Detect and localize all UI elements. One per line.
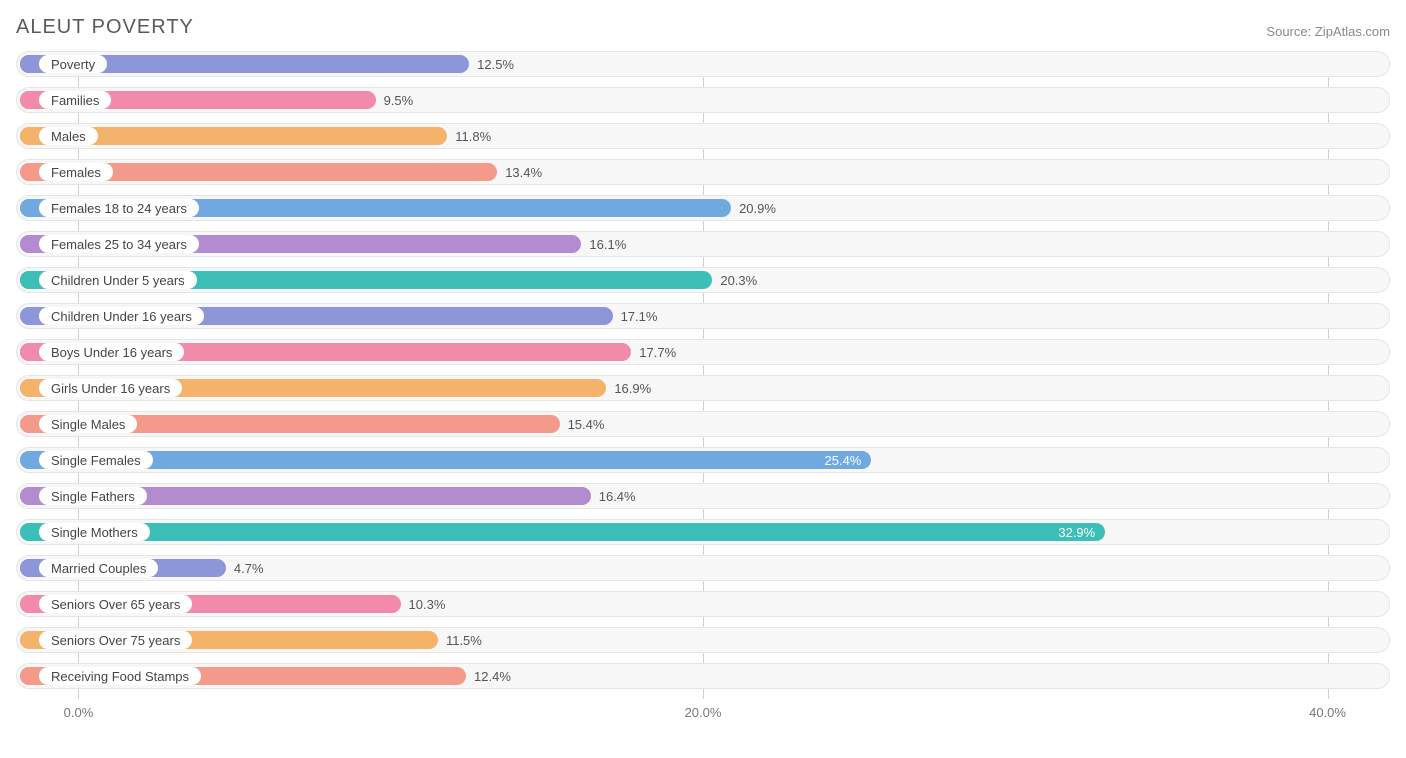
bar-label: Seniors Over 75 years [39, 631, 192, 649]
bar-label: Receiving Food Stamps [39, 667, 201, 685]
bar-label: Females [39, 163, 113, 181]
bar-cap [20, 667, 34, 685]
bar-cap [20, 595, 34, 613]
bar-cap [20, 415, 34, 433]
bar-label: Single Males [39, 415, 137, 433]
bar-cap [20, 487, 34, 505]
bar-label: Single Fathers [39, 487, 147, 505]
bar-track: Boys Under 16 years 17.7% [16, 339, 1390, 365]
bar-track: Females 18 to 24 years 20.9% [16, 195, 1390, 221]
bar-value: 16.1% [581, 232, 626, 256]
chart-area: Poverty 12.5% Families 9.5% Males 11.8% Female… [16, 51, 1390, 729]
bar-track: Females 13.4% [16, 159, 1390, 185]
bar-label: Girls Under 16 years [39, 379, 182, 397]
bar-value: 9.5% [376, 88, 414, 112]
bar-label: Children Under 16 years [39, 307, 204, 325]
bar-label: Single Females [39, 451, 153, 469]
bar-cap [20, 127, 34, 145]
bar-track: Receiving Food Stamps 12.4% [16, 663, 1390, 689]
bar-value: 4.7% [226, 556, 264, 580]
bar-value: 16.9% [606, 376, 651, 400]
bar-track: Males 11.8% [16, 123, 1390, 149]
axis-tick-label: 40.0% [1309, 705, 1346, 720]
bar-cap [20, 379, 34, 397]
bar-track: Families 9.5% [16, 87, 1390, 113]
bar-label: Seniors Over 65 years [39, 595, 192, 613]
bar-value: 12.5% [469, 52, 514, 76]
bar-value: 15.4% [560, 412, 605, 436]
bar-value: 11.8% [447, 124, 491, 148]
bar-cap [20, 91, 34, 109]
bar-label: Families [39, 91, 111, 109]
bar-label: Boys Under 16 years [39, 343, 184, 361]
bar-value: 11.5% [438, 628, 482, 652]
bar-value: 17.1% [613, 304, 658, 328]
bar-cap [20, 55, 34, 73]
bar-track: Children Under 5 years 20.3% [16, 267, 1390, 293]
bar-cap [20, 199, 34, 217]
bar-cap [20, 235, 34, 253]
bar-cap [20, 631, 34, 649]
bars-container: Poverty 12.5% Families 9.5% Males 11.8% Female… [16, 51, 1390, 689]
bar-value: 20.9% [731, 196, 776, 220]
bar-cap [20, 271, 34, 289]
bar-value: 10.3% [401, 592, 446, 616]
chart-title: ALEUT POVERTY [16, 16, 194, 39]
bar-track: Married Couples 4.7% [16, 555, 1390, 581]
bar-track: Girls Under 16 years 16.9% [16, 375, 1390, 401]
bar-label: Married Couples [39, 559, 158, 577]
bar-track: Single Females25.4% [16, 447, 1390, 473]
bar-label: Males [39, 127, 98, 145]
bar-cap [20, 559, 34, 577]
bar-value: 16.4% [591, 484, 636, 508]
bar-value: 13.4% [497, 160, 542, 184]
bar-track: Single Mothers32.9% [16, 519, 1390, 545]
x-axis: 0.0% 20.0% 40.0% [16, 699, 1390, 729]
bar-value: 12.4% [466, 664, 511, 688]
bar-track: Seniors Over 75 years 11.5% [16, 627, 1390, 653]
bar-track: Seniors Over 65 years 10.3% [16, 591, 1390, 617]
bar-cap [20, 307, 34, 325]
bar-cap [20, 163, 34, 181]
source-label: Source: [1266, 24, 1311, 39]
bar-value: 32.9% [17, 520, 1105, 544]
bar-label: Single Mothers [39, 523, 150, 541]
bar-track: Children Under 16 years 17.1% [16, 303, 1390, 329]
bar-track: Single Males 15.4% [16, 411, 1390, 437]
chart-header: ALEUT POVERTY Source: ZipAtlas.com [16, 16, 1390, 39]
bar-label: Poverty [39, 55, 107, 73]
axis-tick-label: 0.0% [64, 705, 94, 720]
bar-track: Poverty 12.5% [16, 51, 1390, 77]
bar-label: Females 25 to 34 years [39, 235, 199, 253]
axis-tick-label: 20.0% [685, 705, 722, 720]
bar-value: 17.7% [631, 340, 676, 364]
bar-value: 20.3% [712, 268, 757, 292]
bar-label: Children Under 5 years [39, 271, 197, 289]
source-name: ZipAtlas.com [1315, 24, 1390, 39]
bar-track: Females 25 to 34 years 16.1% [16, 231, 1390, 257]
bar-cap [20, 343, 34, 361]
chart-source: Source: ZipAtlas.com [1266, 24, 1390, 39]
bar-track: Single Fathers 16.4% [16, 483, 1390, 509]
bar-label: Females 18 to 24 years [39, 199, 199, 217]
